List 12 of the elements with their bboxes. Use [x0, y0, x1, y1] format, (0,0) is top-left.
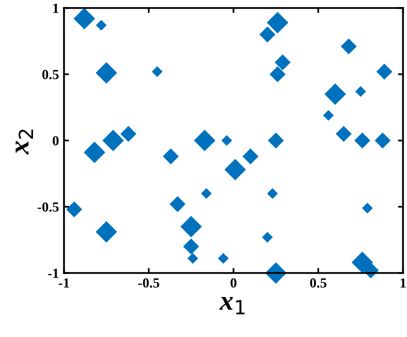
y-tick-label: 0.5 [42, 70, 59, 80]
x-tick-label: 1 [400, 278, 406, 288]
x-tick-label: -1 [58, 278, 70, 288]
y-tick-label: -1 [48, 268, 58, 278]
y-tick-label: 0 [52, 136, 59, 146]
y-tick-label: 1 [53, 4, 58, 13]
y-tick-label: -0.5 [38, 202, 59, 212]
x-tick-label: 0.5 [310, 278, 326, 288]
x-tick-label: -0.5 [138, 278, 160, 288]
x-axis-title: x$_{1}$ [219, 296, 244, 314]
x-tick-label: 0 [230, 278, 236, 288]
y-axis-title: x$_{2}$ [16, 130, 33, 155]
